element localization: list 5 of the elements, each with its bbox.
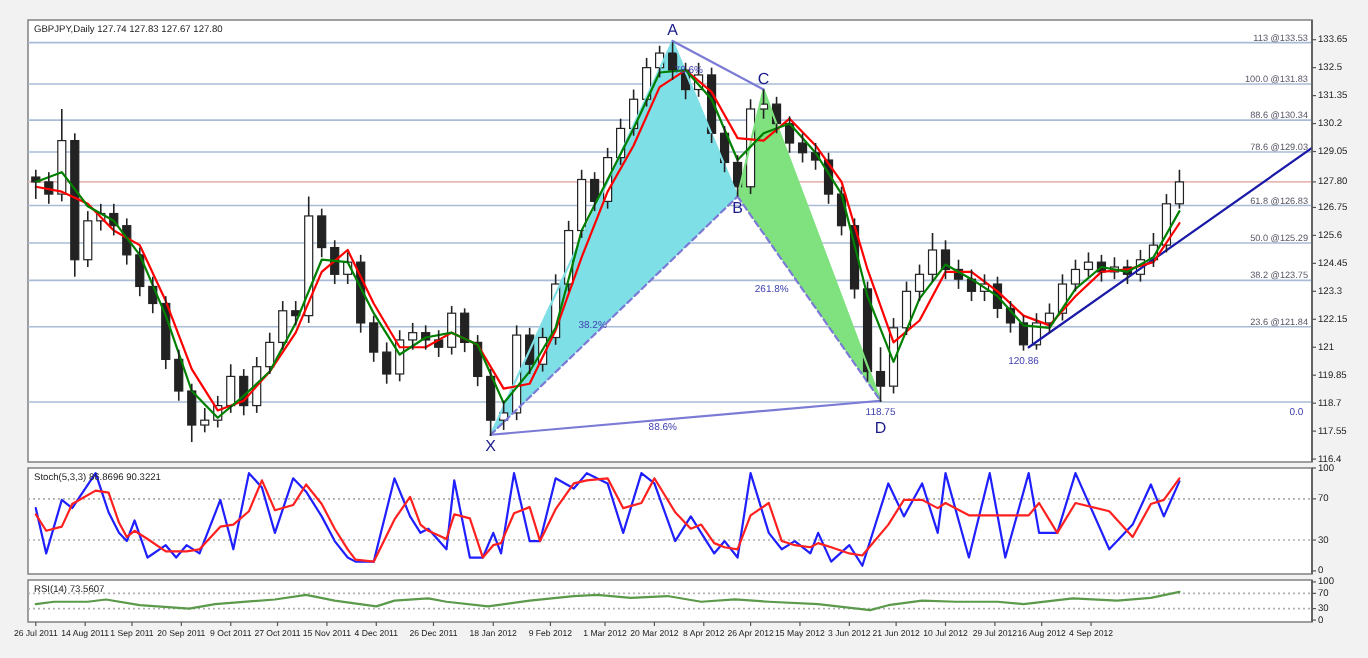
annotation: C (757, 69, 770, 88)
annotation: D (874, 418, 887, 437)
annotation: X (485, 436, 498, 455)
annotation: A (667, 21, 680, 40)
annotation: B (732, 198, 743, 217)
